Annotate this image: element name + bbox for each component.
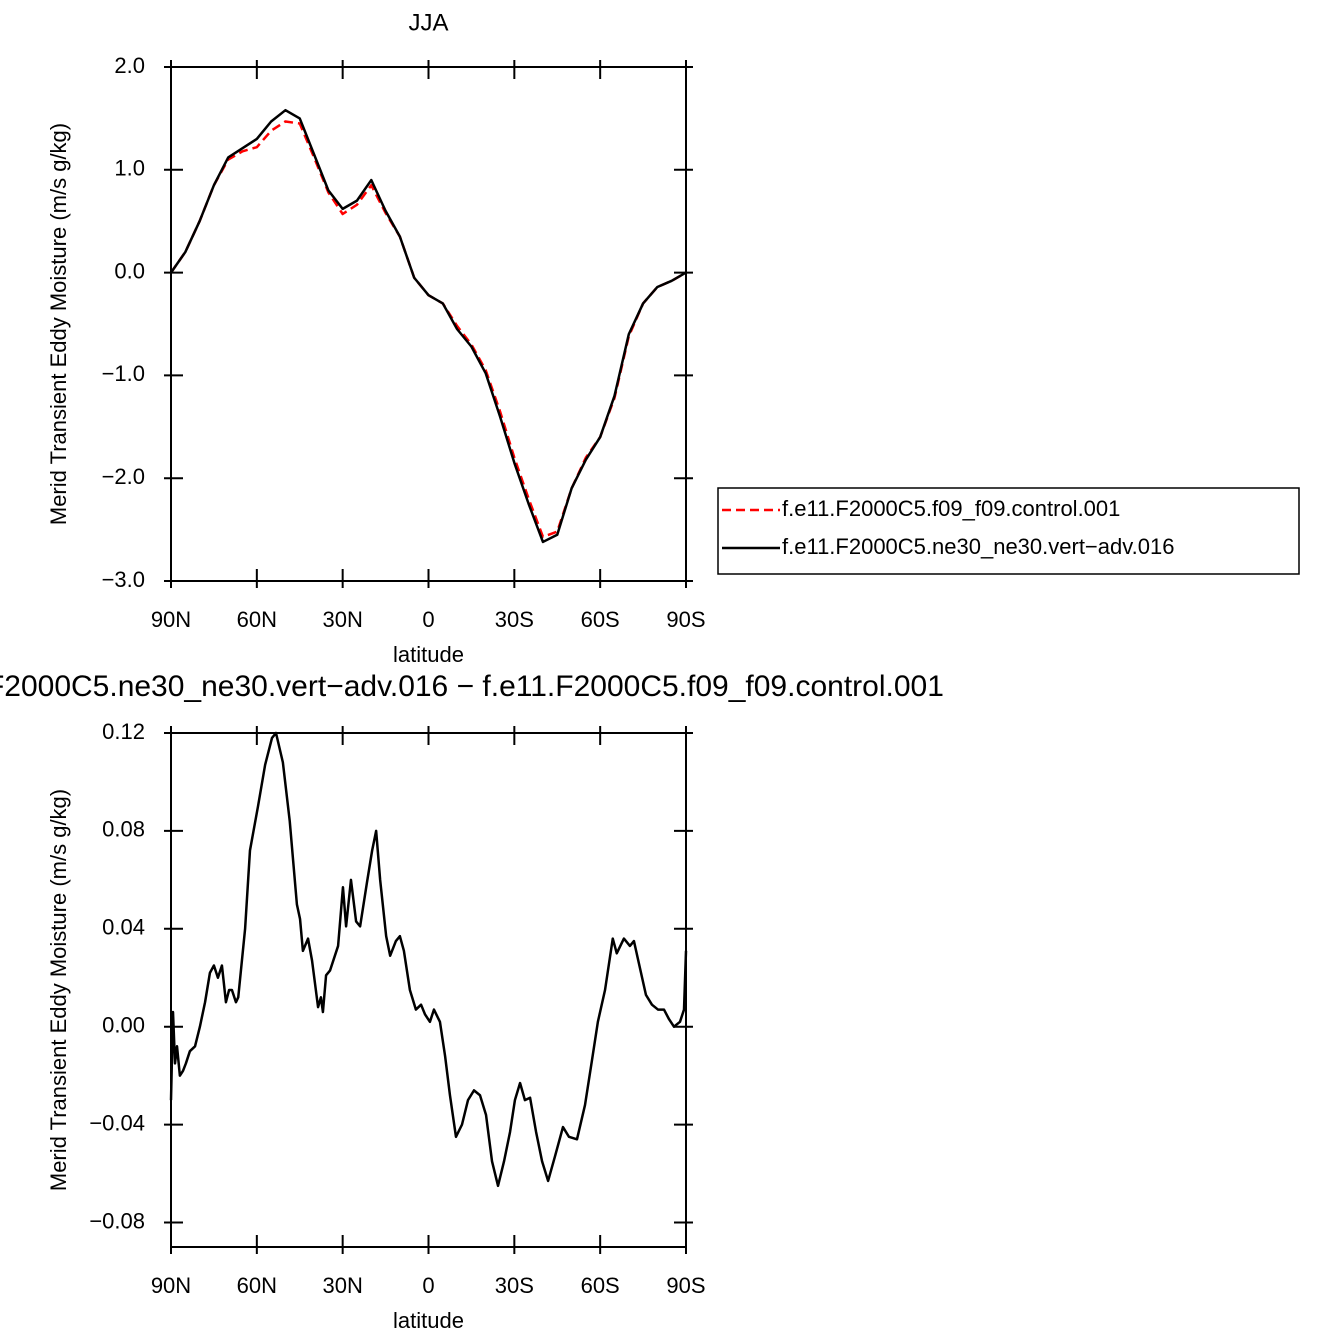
- y-tick-label: 0.0: [114, 258, 145, 283]
- x-tick-label: 60N: [237, 607, 277, 632]
- y-tick-label: −2.0: [102, 464, 145, 489]
- x-tick-label: 30S: [495, 1273, 534, 1298]
- x-tick-label: 30N: [322, 607, 362, 632]
- plot-frame: [170, 732, 687, 1248]
- data-line: [169, 731, 688, 1188]
- y-axis-label: Merid Transient Eddy Moisture (m/s g/kg): [46, 123, 71, 525]
- legend-label: f.e11.F2000C5.f09_f09.control.001: [782, 496, 1120, 521]
- y-tick-label: 1.0: [114, 156, 145, 181]
- y-tick-label: 0.04: [102, 915, 145, 940]
- data-line: [169, 120, 687, 539]
- x-tick-label: 90S: [666, 607, 705, 632]
- x-axis-label: latitude: [393, 1308, 464, 1333]
- y-tick-label: 0.12: [102, 719, 145, 744]
- y-axis-label: Merid Transient Eddy Moisture (m/s g/kg): [46, 789, 71, 1191]
- x-tick-label: 60S: [581, 1273, 620, 1298]
- chart-title: JJA: [408, 9, 448, 36]
- legend-box: [717, 487, 1300, 575]
- chart-title: f.e11.F2000C5.ne30_ne30.vert−adv.016 − f…: [0, 670, 944, 703]
- y-tick-label: −0.08: [89, 1208, 145, 1233]
- x-axis-label: latitude: [393, 642, 464, 667]
- y-tick-label: 2.0: [114, 53, 145, 78]
- y-tick-label: −1.0: [102, 361, 145, 386]
- y-tick-label: 0.08: [102, 817, 145, 842]
- x-tick-label: 0: [422, 1273, 434, 1298]
- x-tick-label: 90N: [151, 1273, 191, 1298]
- x-tick-label: 30N: [322, 1273, 362, 1298]
- data-line: [169, 108, 687, 544]
- x-tick-label: 60N: [237, 1273, 277, 1298]
- y-tick-label: −3.0: [102, 567, 145, 592]
- y-tick-label: 0.00: [102, 1013, 145, 1038]
- y-tick-label: −0.04: [89, 1110, 145, 1135]
- x-tick-label: 90N: [151, 607, 191, 632]
- legend-label: f.e11.F2000C5.ne30_ne30.vert−adv.016: [782, 534, 1174, 559]
- x-tick-label: 90S: [666, 1273, 705, 1298]
- x-tick-label: 60S: [581, 607, 620, 632]
- x-tick-label: 30S: [495, 607, 534, 632]
- x-tick-label: 0: [422, 607, 434, 632]
